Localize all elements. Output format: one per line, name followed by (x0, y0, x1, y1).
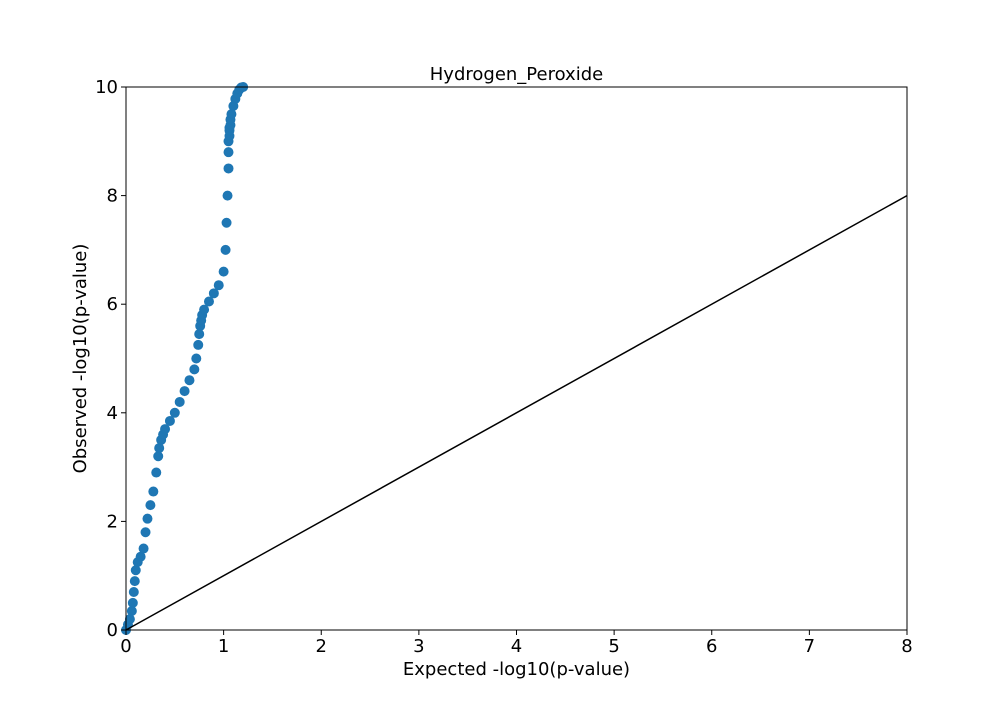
data-point (199, 304, 210, 315)
plot-area (121, 82, 908, 635)
points-layer (121, 82, 249, 635)
reference-line (125, 194, 908, 631)
data-point (128, 586, 139, 597)
data-point (160, 424, 171, 435)
chart-title: Hydrogen_Peroxide (430, 64, 603, 85)
data-point (148, 486, 159, 497)
y-axis-label: Observed -log10(p-value) (70, 244, 91, 474)
data-point (154, 443, 165, 454)
data-point (222, 190, 233, 201)
data-point (129, 576, 140, 587)
data-point (213, 280, 224, 291)
x-tick-label: 5 (608, 636, 619, 657)
x-tick-label: 2 (316, 636, 327, 657)
data-point (221, 217, 232, 228)
data-point (218, 266, 229, 277)
data-point (145, 500, 156, 511)
data-point (124, 614, 135, 625)
y-tick-label: 8 (107, 186, 118, 207)
data-point (184, 375, 195, 386)
x-tick-label: 7 (804, 636, 815, 657)
data-point (151, 467, 162, 478)
plot-background (126, 87, 907, 630)
y-tick-label: 0 (107, 620, 118, 641)
data-point (203, 296, 214, 307)
x-tick-label: 0 (120, 636, 131, 657)
data-point (169, 407, 180, 418)
data-point (142, 513, 153, 524)
data-point (193, 339, 204, 350)
y-tick-label: 2 (107, 511, 118, 532)
data-point (174, 396, 185, 407)
y-tick-label: 4 (107, 403, 118, 424)
y-tick-label: 10 (95, 77, 118, 98)
data-point (223, 147, 234, 158)
data-point (191, 353, 202, 364)
x-axis-ticks: 0 1 2 3 4 5 6 7 8 (120, 630, 913, 657)
data-point (130, 565, 141, 576)
data-point (223, 163, 234, 174)
data-point (189, 364, 200, 375)
data-point (208, 288, 219, 299)
data-point (153, 451, 164, 462)
data-point (220, 244, 231, 255)
data-point (164, 415, 175, 426)
data-point (138, 543, 149, 554)
x-tick-label: 3 (413, 636, 424, 657)
y-axis-ticks: 0 2 4 6 8 10 (95, 77, 126, 641)
data-point (194, 329, 205, 340)
x-tick-label: 8 (901, 636, 912, 657)
data-point (140, 527, 151, 538)
x-tick-label: 6 (706, 636, 717, 657)
x-tick-label: 4 (511, 636, 522, 657)
x-axis-label: Expected -log10(p-value) (403, 659, 630, 680)
data-point (127, 597, 138, 608)
data-point (179, 386, 190, 397)
y-tick-label: 6 (107, 294, 118, 315)
x-tick-label: 1 (218, 636, 229, 657)
data-point (226, 109, 237, 120)
data-point (126, 605, 137, 616)
